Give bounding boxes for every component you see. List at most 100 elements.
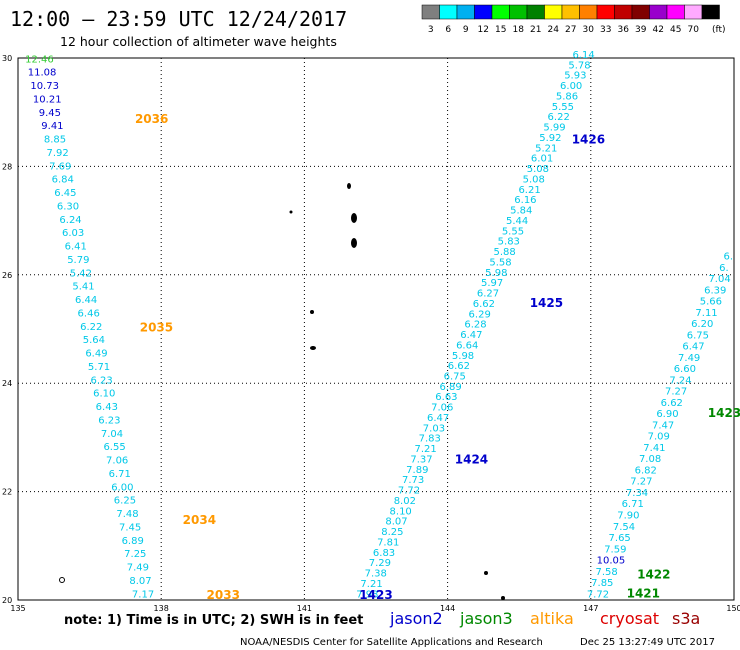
swh-value: 7.49	[127, 563, 149, 574]
swh-value: 6.45	[54, 188, 76, 199]
plot-area: 135 138 141 144 147 150 20 22 24 26 28 30 12.46 11.08…	[2, 50, 740, 613]
swh-value: 7.21	[414, 444, 436, 455]
swh-value: 6.20	[691, 319, 713, 330]
swh-value: 5.41	[72, 282, 94, 293]
swh-value: 6.14	[573, 50, 595, 61]
swh-value: 6.23	[90, 375, 112, 386]
pass-label: 2034	[183, 513, 216, 527]
legend-swatch	[579, 4, 598, 20]
swh-value: 6.24	[59, 215, 81, 226]
swh-value: 5.58	[489, 257, 511, 268]
swh-value: 10.73	[30, 81, 59, 92]
swh-value: 5.08	[527, 164, 549, 175]
footer-timestamp: Dec 25 13:27:49 UTC 2017	[580, 637, 715, 648]
satellite-legend: jason2 jason3 altika cryosat s3a	[389, 609, 700, 628]
swh-value: 6.03	[62, 228, 84, 239]
pass-label: 1423	[708, 406, 740, 420]
swh-value: 6.62	[473, 299, 495, 310]
legend-label: 42	[653, 25, 664, 35]
swh-value: 7.21	[360, 579, 382, 590]
swh-value: 6.28	[464, 320, 486, 331]
swh-value: 5.08	[523, 174, 545, 185]
swh-value: 7.11	[695, 308, 717, 319]
swh-value: 7.59	[604, 544, 626, 555]
legend-swatch	[544, 4, 563, 20]
swh-value: 7.54	[613, 522, 635, 533]
swh-value: 7.83	[419, 434, 441, 445]
color-legend: 3 6 9 12 15 18 21 24 27 30 33 36 39 42 45 70 (ft)	[421, 4, 726, 35]
island-marker	[310, 346, 316, 350]
swh-value: 12.46	[25, 54, 54, 65]
swh-value: 7.89	[406, 465, 428, 476]
legend-label: 33	[600, 25, 611, 35]
island-marker	[59, 577, 65, 583]
swh-value: 7.27	[630, 477, 652, 488]
legend-label: 45	[670, 25, 681, 35]
swh-value: 5.66	[700, 297, 722, 308]
plot-frame	[17, 57, 735, 601]
y-tick-label: 28	[2, 162, 12, 171]
legend-swatch	[666, 4, 685, 20]
swh-value: 7.81	[377, 537, 399, 548]
legend-swatch	[509, 4, 528, 20]
swh-value: 8.02	[394, 496, 416, 507]
x-tick-label: 138	[154, 604, 169, 613]
swh-value: 8.10	[390, 506, 412, 517]
swh-value: 6.21	[518, 185, 540, 196]
swh-value: 7.25	[124, 549, 146, 560]
swh-value: 5.88	[493, 247, 515, 258]
swh-value: 5.98	[452, 351, 474, 362]
swh-value: 5.55	[552, 102, 574, 113]
legend-swatch	[421, 4, 440, 20]
swh-value: 5.92	[539, 133, 561, 144]
legend-label: 18	[513, 25, 525, 35]
swh-value: 6.44	[75, 295, 97, 306]
swh-value: 10.21	[33, 94, 62, 105]
y-tick-label: 22	[2, 488, 12, 497]
swh-value: 6.46	[78, 308, 100, 319]
chart-title: 12:00 – 23:59 UTC 12/24/2017	[10, 7, 347, 31]
legend-label: 15	[495, 25, 506, 35]
pass-label: 2035	[140, 321, 173, 335]
swh-value: 5.99	[543, 123, 565, 134]
legend-label: 39	[635, 25, 647, 35]
swh-value: 7.93	[356, 589, 378, 600]
swh-value: 5.79	[67, 255, 89, 266]
y-tick-label: 30	[2, 54, 12, 63]
swh-value: 6.39	[704, 285, 726, 296]
swh-value: 6.71	[622, 499, 644, 510]
satellite-label: jason3	[459, 609, 513, 628]
swh-value: 7.17	[132, 589, 154, 600]
swh-value: 7.45	[119, 522, 141, 533]
swh-value: 6.75	[687, 330, 709, 341]
swh-value: 7.41	[643, 443, 665, 454]
swh-value: 6.27	[477, 289, 499, 300]
pass-label: 1426	[572, 133, 605, 147]
swh-value: 6.01	[531, 154, 553, 165]
legend-label: 3	[428, 25, 434, 35]
swh-value: 6.47	[682, 342, 704, 353]
swh-value: 7.49	[678, 353, 700, 364]
island-marker	[347, 183, 351, 189]
swh-value: 6.75	[444, 371, 466, 382]
legend-swatch	[596, 4, 615, 20]
legend-swatch	[561, 4, 580, 20]
swh-value: 5.84	[510, 206, 532, 217]
island-marker	[310, 310, 314, 314]
legend-swatch	[491, 4, 510, 20]
swh-value: 7.48	[116, 509, 138, 520]
swh-value: 7.08	[639, 454, 661, 465]
swh-value: 6.89	[439, 382, 461, 393]
swh-value: 6.89	[122, 536, 144, 547]
swh-value: 6.71	[109, 469, 131, 480]
y-tick-label: 20	[2, 596, 12, 605]
legend-swatch	[701, 4, 720, 20]
pass-label: 1422	[637, 567, 670, 581]
footer-note: note: 1) Time is in UTC; 2) SWH is in fe…	[64, 613, 363, 628]
x-tick-label: 141	[297, 604, 312, 613]
swh-value: 6.41	[65, 242, 87, 253]
swh-value: 7.27	[665, 387, 687, 398]
legend-swatch	[684, 4, 703, 20]
swh-value: 6.62	[661, 398, 683, 409]
swh-value: 6.82	[635, 465, 657, 476]
